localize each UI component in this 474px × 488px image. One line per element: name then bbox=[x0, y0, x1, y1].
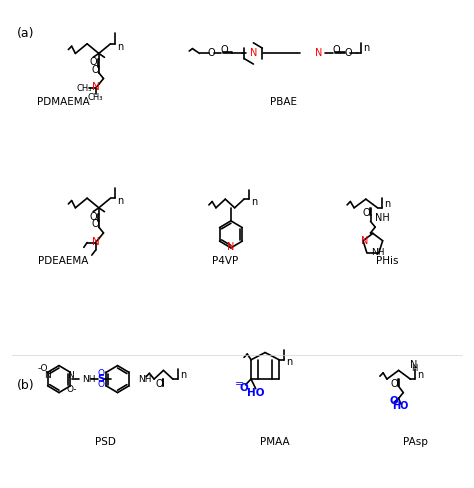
Text: O: O bbox=[344, 48, 352, 59]
Text: N: N bbox=[410, 360, 418, 369]
Text: O-: O- bbox=[67, 386, 77, 394]
Text: PHis: PHis bbox=[376, 256, 398, 266]
Text: -O: -O bbox=[38, 364, 48, 373]
Text: NH: NH bbox=[82, 375, 96, 384]
Text: HO: HO bbox=[247, 387, 264, 398]
Text: N: N bbox=[67, 370, 74, 380]
Text: HO: HO bbox=[392, 401, 408, 410]
Text: O: O bbox=[390, 396, 398, 406]
Text: n: n bbox=[417, 370, 424, 380]
Text: n: n bbox=[384, 199, 391, 209]
Text: N: N bbox=[361, 236, 368, 246]
Text: n: n bbox=[364, 42, 370, 53]
Text: (a): (a) bbox=[17, 27, 34, 40]
Text: CH₃: CH₃ bbox=[76, 83, 91, 93]
Text: N: N bbox=[250, 48, 257, 59]
Text: O: O bbox=[208, 48, 215, 59]
Text: PAsp: PAsp bbox=[402, 437, 428, 447]
Text: PMAA: PMAA bbox=[260, 437, 289, 447]
Text: O: O bbox=[98, 369, 105, 378]
Text: NH: NH bbox=[375, 213, 390, 224]
Text: n: n bbox=[251, 197, 257, 207]
Text: PSD: PSD bbox=[95, 437, 116, 447]
Text: O: O bbox=[390, 379, 398, 389]
Text: NH: NH bbox=[371, 248, 385, 257]
Text: PDEAEMA: PDEAEMA bbox=[38, 256, 89, 266]
Text: O: O bbox=[90, 57, 97, 67]
Text: N: N bbox=[315, 48, 323, 59]
Text: N: N bbox=[91, 237, 100, 246]
Text: O: O bbox=[240, 383, 248, 393]
Text: NH: NH bbox=[137, 375, 151, 384]
Text: (b): (b) bbox=[17, 379, 35, 392]
Text: O: O bbox=[362, 207, 370, 218]
Text: O: O bbox=[156, 379, 164, 389]
Text: n: n bbox=[286, 357, 292, 367]
Text: O: O bbox=[333, 44, 341, 55]
Text: PDMAEMA: PDMAEMA bbox=[37, 97, 90, 107]
Text: n: n bbox=[118, 196, 124, 206]
Text: O: O bbox=[98, 380, 105, 389]
Text: O: O bbox=[91, 65, 99, 75]
Text: N: N bbox=[91, 82, 100, 92]
Text: O: O bbox=[220, 44, 228, 55]
Text: n: n bbox=[180, 370, 186, 380]
Text: O: O bbox=[91, 219, 99, 229]
Text: S: S bbox=[98, 374, 105, 384]
Text: PBAE: PBAE bbox=[270, 97, 297, 107]
Text: n: n bbox=[118, 41, 124, 52]
Text: CH₃: CH₃ bbox=[88, 93, 103, 102]
Text: O: O bbox=[90, 211, 97, 222]
Text: N: N bbox=[44, 370, 51, 380]
Text: H: H bbox=[411, 364, 417, 373]
Text: P4VP: P4VP bbox=[212, 256, 238, 266]
Text: N: N bbox=[227, 242, 235, 251]
Text: =: = bbox=[235, 379, 244, 389]
